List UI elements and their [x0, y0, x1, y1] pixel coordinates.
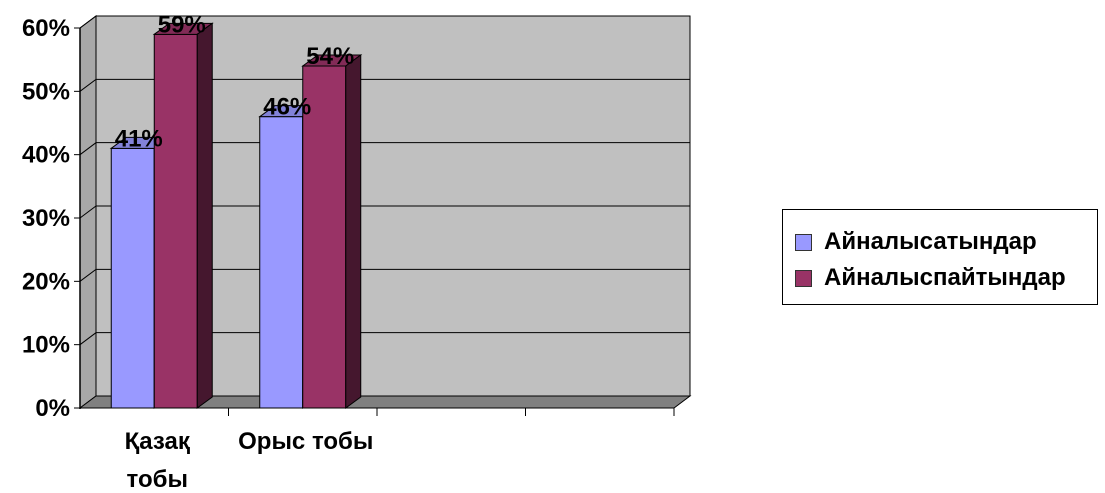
bar-side-2-1: [196, 22, 213, 409]
legend-item-series-2: Айналыспайтындар: [795, 260, 1097, 296]
bars: [109, 22, 363, 409]
data-label-1-1: 41%: [115, 125, 163, 152]
x-axis-categories: Қазақ тобы Орыс тобы: [125, 428, 374, 493]
floor: [78, 395, 692, 409]
y-tick-label: 60%: [22, 15, 70, 42]
x-category-label: Қазақ: [125, 428, 191, 455]
bar-1-1: [110, 147, 155, 409]
y-tick-label: 20%: [22, 268, 70, 295]
legend: Айналысатындар Айналыспайтындар: [782, 209, 1098, 305]
gridline: [79, 332, 690, 346]
legend-swatch-series-1: [795, 233, 812, 251]
bar-2-2: [302, 65, 347, 409]
x-category-label: Орыс тобы: [238, 428, 373, 455]
gridline: [79, 268, 690, 282]
x-category-label: тобы: [127, 466, 188, 493]
y-tick-label: 10%: [22, 332, 70, 359]
bar-2-1: [153, 33, 198, 409]
y-tick-label: 50%: [22, 78, 70, 105]
legend-swatch-series-2: [795, 269, 812, 287]
legend-item-series-1: Айналысатындар: [795, 224, 1097, 260]
bar-side-2-2: [345, 54, 362, 409]
bar-1-2: [259, 116, 304, 409]
gridline: [79, 78, 690, 92]
y-tick-label: 0%: [35, 395, 70, 422]
gridlines: [79, 15, 690, 346]
legend-label-series-1: Айналысатындар: [824, 228, 1037, 255]
y-tick-label: 30%: [22, 205, 70, 232]
data-label-2-1: 59%: [158, 11, 206, 38]
gridline: [79, 205, 690, 219]
gridline: [79, 15, 690, 29]
data-label-2-2: 54%: [306, 43, 354, 70]
gridline: [79, 142, 690, 156]
y-axis-ticks: 0% 10% 20% 30% 40% 50% 60%: [22, 15, 675, 422]
data-label-1-2: 46%: [263, 94, 311, 121]
y-tick-label: 40%: [22, 142, 70, 169]
legend-label-series-2: Айналыспайтындар: [824, 264, 1066, 291]
data-labels: 41% 46% 59% 54%: [115, 11, 355, 152]
